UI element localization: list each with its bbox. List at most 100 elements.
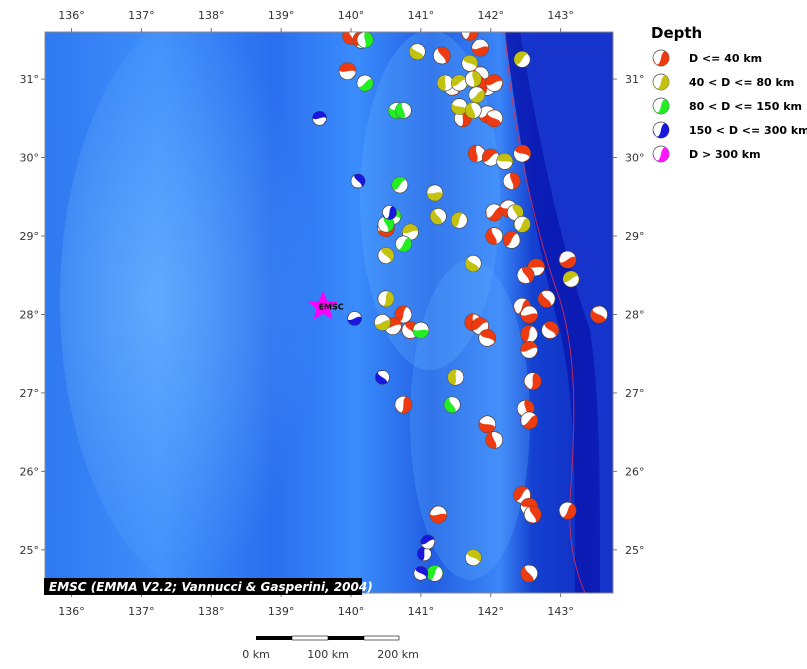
focal-mechanism [377,290,395,308]
focal-mechanism [417,546,432,562]
focal-mechanism [520,411,539,430]
scale-label-100: 100 km [307,648,349,661]
longitude-labels-top: 136° 137° 138° 139° 140° 141° 142° 143° [58,9,574,22]
focal-mechanism [432,46,451,65]
focal-mechanism [520,325,539,343]
focal-mechanism [377,215,395,233]
focal-mechanism [436,74,454,92]
scale-label-0: 0 km [242,648,270,661]
lon-label-bottom: 142° [477,605,504,618]
lon-label-top: 142° [477,9,504,22]
lon-label-top: 140° [338,9,365,22]
station-marker: EMSC [307,290,344,320]
focal-mechanism [520,340,539,359]
focal-mechanism [347,311,362,326]
focal-mechanism [520,305,539,324]
focal-mechanism [426,184,444,202]
scale-label-200: 200 km [377,648,419,661]
focal-mechanism [412,321,430,339]
legend-title: Depth [651,24,702,42]
lon-label-bottom: 143° [547,605,574,618]
focal-mechanism [481,148,500,167]
focal-mechanism-layer [312,32,608,583]
focal-mechanism [558,501,577,520]
focal-mechanism [502,231,521,249]
legend-label: D <= 40 km [689,52,762,65]
lon-label-top: 137° [128,9,155,22]
legend-label: 80 < D <= 150 km [689,100,802,113]
scale-segment [328,636,364,640]
lon-label-bottom: 139° [268,605,295,618]
focal-mechanism [502,172,521,190]
scale-segment [363,635,400,641]
focal-mechanism [350,173,366,189]
lat-label-left: 27° [20,387,40,400]
lon-label-top: 136° [58,9,85,22]
focal-mechanism [520,564,539,583]
focal-mechanism [513,215,531,233]
lon-label-bottom: 137° [128,605,155,618]
focal-mechanism [467,144,486,163]
focal-mechanism [338,62,357,81]
focal-mechanism [460,32,479,41]
lat-label-left: 29° [20,230,40,243]
focal-mechanism [537,289,556,308]
focal-mechanism [464,102,482,119]
focal-mechanism [374,313,391,331]
lat-label-right: 31° [625,73,645,86]
lon-label-bottom: 138° [198,605,225,618]
focal-mechanism [478,329,497,347]
depth-legend: Depth D <= 40 km 40 < D <= 80 km 80 < D <=… [651,24,807,163]
lon-label-bottom: 141° [408,605,435,618]
focal-mechanism [375,369,390,385]
focal-mechanism [394,305,413,324]
station-star [307,290,339,320]
focal-mechanism [523,505,542,524]
map-area: EMSC 136° 137° 138° 139° 140° 141° 142° 143° 13… [20,9,645,618]
focal-mechanism [356,74,374,92]
focal-mechanism [464,255,482,272]
legend-beachball-icon [652,97,670,115]
longitude-labels-bottom: 136° 137° 138° 139° 140° 141° 142° 143° [58,605,574,618]
focal-mechanism [447,368,465,386]
focal-mechanism [429,208,447,225]
latitude-labels-left: 25° 26° 27° 28° 29° 30° 31° [20,73,40,557]
focal-mechanism [391,176,409,194]
lat-label-right: 30° [625,152,645,165]
lon-label-top: 138° [198,9,225,22]
lon-label-bottom: 140° [338,605,365,618]
latitude-labels-right: 25° 26° 27° 28° 29° 30° 31° [625,73,645,557]
legend-label: 40 < D <= 80 km [689,76,794,89]
legend-beachball-icon [652,121,670,139]
focal-mechanism [394,395,413,414]
lat-label-left: 31° [20,73,40,86]
focal-mechanism [590,305,608,324]
focal-mechanism [382,205,397,220]
focal-mechanism [468,86,486,104]
legend-beachball-icon [652,145,670,163]
focal-mechanism [471,38,490,57]
focal-mechanism [450,211,468,229]
legend-items: D <= 40 km 40 < D <= 80 km 80 < D <= 150 k… [652,49,807,163]
focal-mechanism [395,235,412,253]
focal-mechanism [426,565,444,582]
focal-mechanism [409,43,426,60]
focal-mechanism [496,153,514,170]
scale-bar: 0 km 100 km 200 km [242,635,419,661]
lon-label-top: 143° [547,9,574,22]
focal-mechanism [485,109,504,128]
focal-mechanism [450,98,468,115]
focal-mechanism [312,110,327,126]
credit-text: EMSC (EMMA V2.2; Vannucci & Gasperini, 2… [49,580,373,594]
lat-label-left: 30° [20,152,40,165]
focal-mechanism [523,372,542,391]
focal-mechanism [478,415,497,434]
focal-mechanism [558,250,577,269]
credit-box: EMSC (EMMA V2.2; Vannucci & Gasperini, 2… [44,578,373,595]
legend-label: D > 300 km [689,148,761,161]
focal-mechanism [485,227,504,245]
focal-mechanism [562,270,580,288]
focal-mechanism [513,51,531,68]
focal-mechanism [395,102,412,119]
